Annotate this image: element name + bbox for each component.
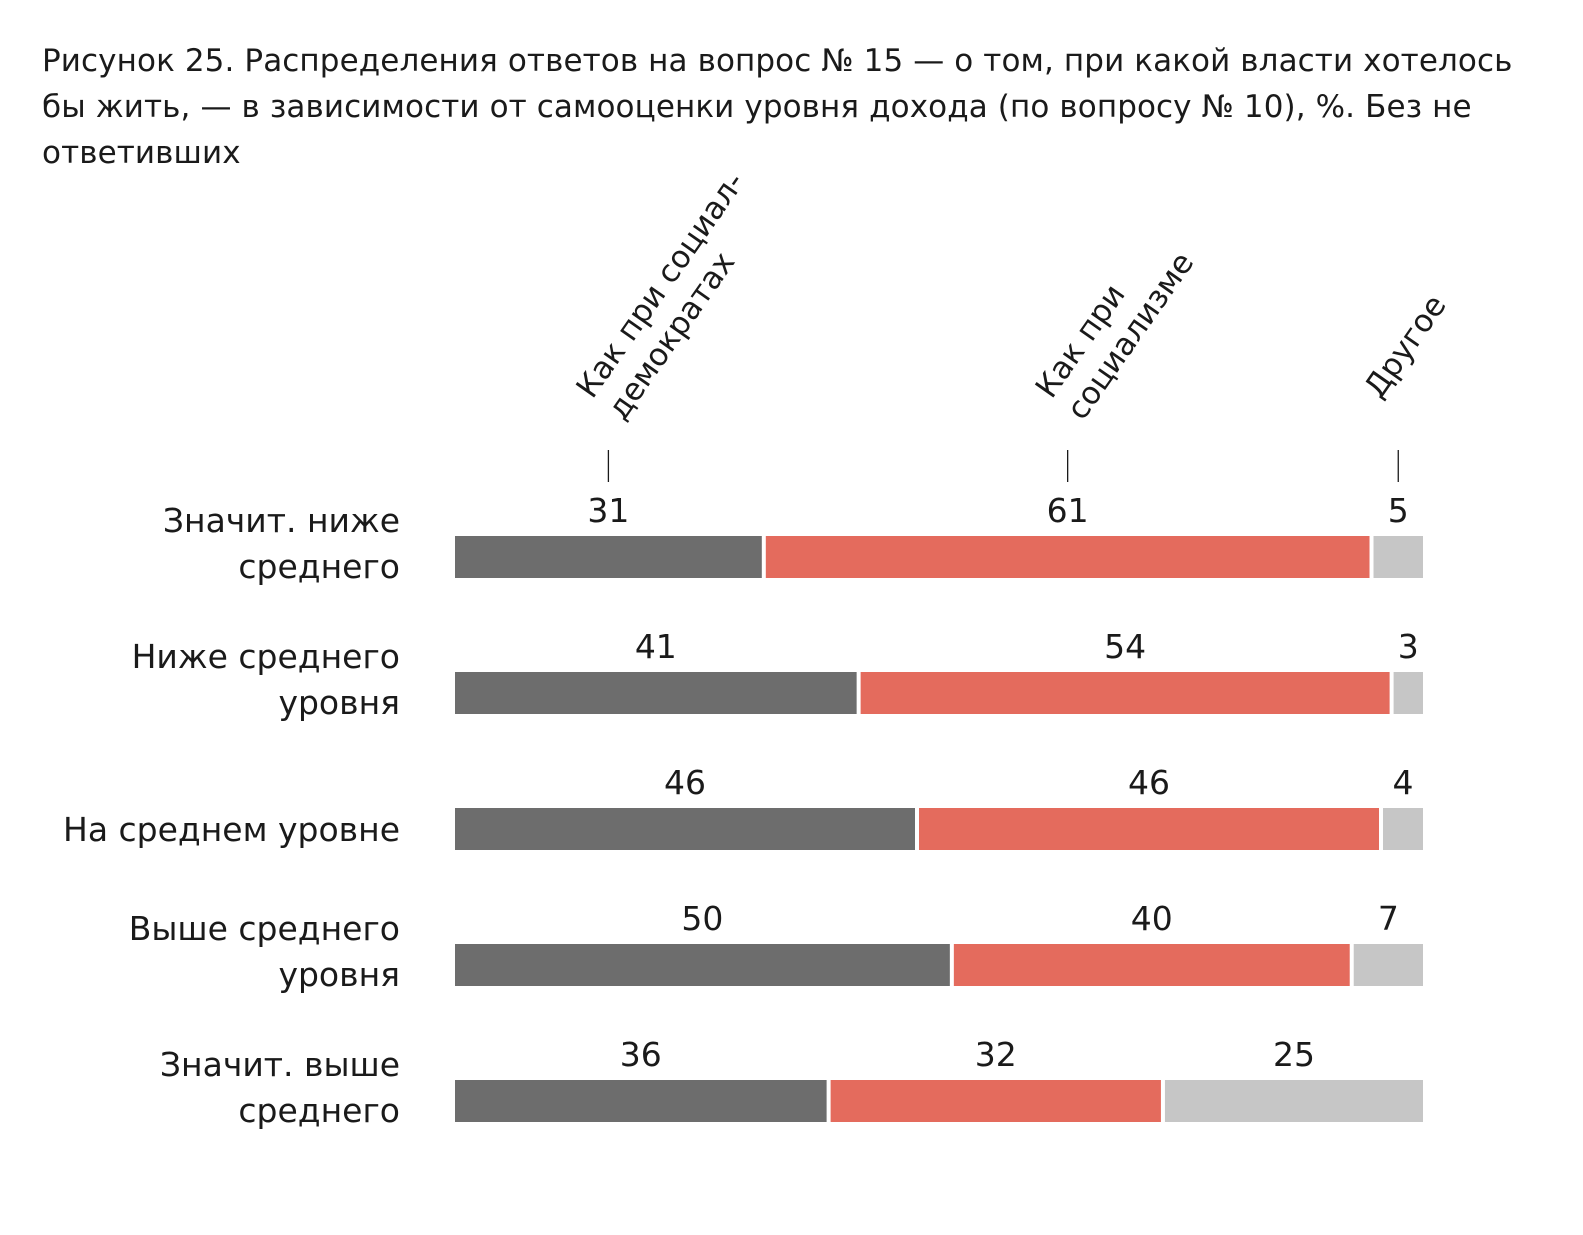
value-label: 46 xyxy=(664,763,706,802)
bar-segment-1 xyxy=(455,672,857,714)
bar-segment-3 xyxy=(1353,944,1423,986)
bar-segment-2 xyxy=(953,944,1350,986)
value-label: 5 xyxy=(1388,491,1409,530)
row-label-line: среднего xyxy=(238,1091,400,1130)
series-header-line: Другое xyxy=(1357,288,1453,404)
bar-segment-3 xyxy=(1393,672,1423,714)
bar-segment-1 xyxy=(455,536,762,578)
row-label-line: Выше среднего xyxy=(129,909,400,948)
row-label: На среднем уровне xyxy=(63,810,400,849)
value-label: 40 xyxy=(1131,899,1173,938)
value-label: 54 xyxy=(1104,627,1146,666)
bar-segment-2 xyxy=(919,808,1379,850)
series-header-1: Как при социал-демократах xyxy=(569,165,752,426)
row-label-line: На среднем уровне xyxy=(63,810,400,849)
row-label-line: Ниже среднего xyxy=(132,637,400,676)
value-label: 7 xyxy=(1378,899,1399,938)
row-label: Ниже среднего уровня xyxy=(132,637,400,722)
value-label: 3 xyxy=(1398,627,1419,666)
bar-segment-3 xyxy=(1383,808,1423,850)
row-label-line: Значит. ниже xyxy=(163,501,400,540)
value-label: 36 xyxy=(620,1035,662,1074)
chart-title: Рисунок 25. Распределения ответов на воп… xyxy=(42,43,1513,171)
row-label-line: среднего xyxy=(238,547,400,586)
bar-segment-1 xyxy=(455,944,950,986)
value-label: 25 xyxy=(1273,1035,1315,1074)
value-label: 61 xyxy=(1047,491,1089,530)
bar-row: На среднем уровне 46 46 4 xyxy=(63,763,1423,850)
row-label: Значит. выше среднего xyxy=(160,1045,400,1130)
row-label-line: уровня xyxy=(278,955,400,994)
bar-segment-3 xyxy=(1373,536,1423,578)
row-label-line: Значит. выше xyxy=(160,1045,400,1084)
value-label: 50 xyxy=(681,899,723,938)
bar-row: Значит. ниже среднего 31 61 5 xyxy=(163,491,1423,586)
row-label-line: уровня xyxy=(278,683,400,722)
bar-row: Ниже среднего уровня 41 54 3 xyxy=(132,627,1423,722)
bar-segment-2 xyxy=(860,672,1390,714)
value-label: 46 xyxy=(1128,763,1170,802)
row-label: Значит. ниже среднего xyxy=(163,501,400,586)
bar-segment-3 xyxy=(1164,1080,1423,1122)
bar-segment-1 xyxy=(455,808,915,850)
bar-row: Выше среднего уровня 50 40 7 xyxy=(129,899,1423,994)
bar-row: Значит. выше среднего 36 32 25 xyxy=(160,1035,1423,1130)
value-label: 4 xyxy=(1393,763,1414,802)
row-label: Выше среднего уровня xyxy=(129,909,400,994)
value-label: 41 xyxy=(635,627,677,666)
bar-segment-2 xyxy=(765,536,1370,578)
series-header-3: Другое xyxy=(1357,288,1453,404)
bar-segment-1 xyxy=(455,1080,827,1122)
value-label: 31 xyxy=(587,491,629,530)
bar-segment-2 xyxy=(830,1080,1161,1122)
value-label: 32 xyxy=(975,1035,1017,1074)
